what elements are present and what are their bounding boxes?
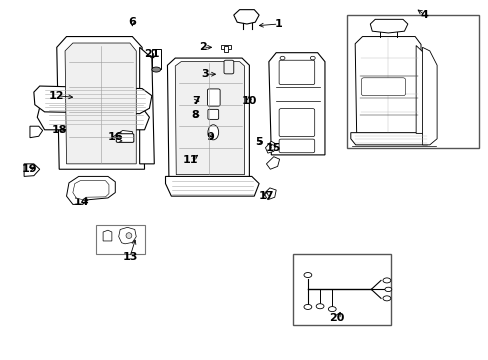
Text: 6: 6 — [128, 17, 136, 27]
FancyBboxPatch shape — [279, 109, 314, 136]
Text: 20: 20 — [329, 313, 344, 323]
Polygon shape — [369, 19, 407, 33]
Text: 10: 10 — [241, 96, 257, 106]
Polygon shape — [37, 98, 149, 130]
Polygon shape — [30, 126, 42, 138]
Text: 17: 17 — [258, 191, 274, 201]
Polygon shape — [266, 157, 279, 169]
Text: 2: 2 — [199, 42, 206, 52]
Polygon shape — [66, 176, 115, 204]
Polygon shape — [167, 58, 249, 178]
Ellipse shape — [304, 305, 311, 310]
Polygon shape — [175, 62, 244, 175]
Polygon shape — [415, 45, 428, 134]
Text: 3: 3 — [201, 69, 209, 79]
Text: 16: 16 — [107, 132, 123, 142]
Polygon shape — [165, 176, 259, 196]
Text: 9: 9 — [206, 132, 214, 142]
Polygon shape — [268, 53, 325, 155]
Ellipse shape — [310, 56, 315, 60]
Text: 14: 14 — [73, 197, 89, 207]
Text: 11: 11 — [183, 155, 198, 165]
Text: 8: 8 — [191, 111, 199, 121]
Text: 7: 7 — [191, 96, 199, 106]
Bar — [221, 45, 230, 49]
Text: 21: 21 — [144, 49, 159, 59]
Ellipse shape — [384, 287, 391, 292]
Polygon shape — [350, 133, 430, 145]
Polygon shape — [65, 43, 136, 164]
Polygon shape — [34, 86, 152, 114]
Ellipse shape — [328, 307, 335, 312]
Ellipse shape — [207, 125, 218, 140]
Text: 13: 13 — [122, 252, 137, 262]
Text: 18: 18 — [51, 125, 67, 135]
Bar — [96, 225, 144, 253]
Polygon shape — [233, 10, 259, 24]
Polygon shape — [140, 47, 154, 164]
Polygon shape — [119, 227, 136, 244]
Ellipse shape — [382, 296, 390, 301]
Polygon shape — [265, 141, 276, 153]
Ellipse shape — [280, 56, 285, 60]
Polygon shape — [422, 47, 436, 145]
FancyBboxPatch shape — [207, 89, 220, 106]
Bar — [152, 49, 160, 69]
FancyBboxPatch shape — [279, 60, 314, 85]
Text: 19: 19 — [22, 164, 38, 174]
Ellipse shape — [126, 233, 132, 238]
Bar — [346, 15, 478, 148]
Polygon shape — [24, 164, 40, 176]
FancyBboxPatch shape — [224, 60, 233, 74]
FancyBboxPatch shape — [279, 139, 314, 153]
Ellipse shape — [304, 273, 311, 278]
Polygon shape — [354, 37, 420, 134]
Polygon shape — [103, 230, 112, 241]
Bar — [223, 46, 228, 52]
FancyBboxPatch shape — [207, 109, 218, 120]
Text: 1: 1 — [274, 19, 282, 29]
Polygon shape — [264, 188, 276, 200]
Ellipse shape — [316, 304, 324, 309]
Polygon shape — [57, 37, 144, 169]
Bar — [293, 253, 390, 325]
FancyBboxPatch shape — [116, 134, 134, 142]
Polygon shape — [73, 181, 109, 200]
Polygon shape — [113, 131, 132, 139]
Ellipse shape — [382, 278, 390, 283]
Text: 5: 5 — [255, 138, 263, 147]
Text: 15: 15 — [265, 143, 281, 153]
Text: 4: 4 — [420, 10, 428, 20]
Text: 12: 12 — [49, 91, 64, 101]
Ellipse shape — [152, 67, 160, 72]
FancyBboxPatch shape — [361, 78, 405, 96]
